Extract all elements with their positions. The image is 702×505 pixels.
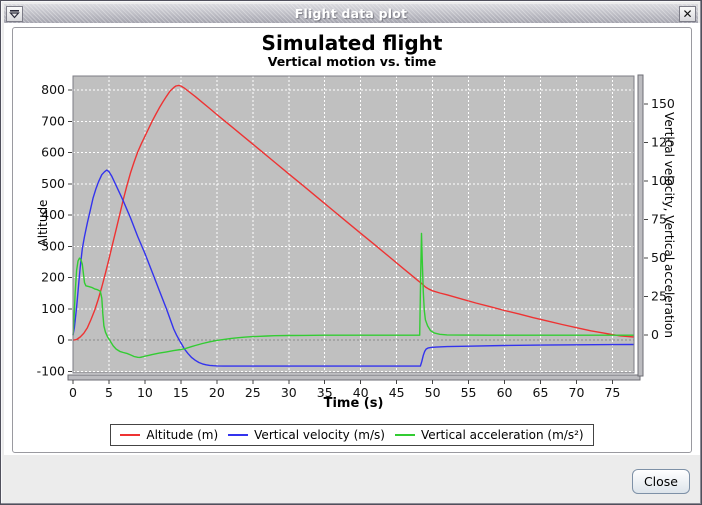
svg-text:30: 30 [281, 385, 297, 400]
svg-text:75: 75 [604, 385, 620, 400]
x-axis-label: Time (s) [323, 396, 384, 411]
legend-item-velocity: Vertical velocity (m/s) [228, 428, 385, 442]
title-bar[interactable]: Flight data plot ✕ [4, 4, 698, 24]
svg-text:35: 35 [317, 385, 333, 400]
legend-box: Altitude (m) Vertical velocity (m/s) Ver… [110, 424, 594, 446]
svg-text:100: 100 [41, 301, 65, 316]
legend-item-altitude: Altitude (m) [120, 428, 218, 442]
svg-text:0: 0 [651, 327, 659, 342]
svg-text:200: 200 [41, 270, 65, 285]
svg-text:55: 55 [461, 385, 477, 400]
chart-subtitle: Vertical motion vs. time [267, 54, 437, 69]
window-title: Flight data plot [294, 6, 408, 21]
y-axis-label-left: Altitude [36, 199, 50, 247]
svg-text:25: 25 [651, 289, 667, 304]
svg-text:50: 50 [425, 385, 441, 400]
svg-text:800: 800 [41, 82, 65, 97]
svg-text:125: 125 [651, 134, 675, 149]
svg-text:75: 75 [651, 211, 667, 226]
bottom-bar: Close [4, 455, 700, 503]
svg-text:25: 25 [245, 385, 261, 400]
chart-title: Simulated flight [261, 31, 443, 55]
series-line-2 [72, 232, 634, 359]
svg-text:0: 0 [69, 385, 77, 400]
system-menu-button[interactable] [6, 5, 23, 22]
legend-line-velocity-icon [228, 434, 249, 436]
svg-text:70: 70 [569, 385, 585, 400]
legend-label-altitude: Altitude (m) [146, 428, 219, 442]
svg-text:65: 65 [533, 385, 549, 400]
series-line-0 [72, 84, 635, 341]
svg-text:15: 15 [173, 385, 189, 400]
svg-text:45: 45 [389, 385, 405, 400]
svg-text:600: 600 [41, 145, 65, 160]
close-button[interactable]: Close [631, 469, 690, 494]
content-pane: Simulated flight Vertical motion vs. tim… [4, 23, 700, 503]
svg-text:150: 150 [651, 96, 675, 111]
svg-text:60: 60 [497, 385, 513, 400]
svg-text:700: 700 [41, 113, 65, 128]
plot-svg: 0 5 10 15 20 25 30 35 40 45 50 55 60 65 70 75 -100 0 100 20… [37, 74, 675, 400]
chart-panel: Simulated flight Vertical motion vs. tim… [4, 23, 700, 455]
legend-item-acceleration: Vertical acceleration (m/s²) [394, 428, 584, 442]
plot-area [73, 76, 634, 373]
svg-text:10: 10 [137, 385, 153, 400]
svg-text:-100: -100 [37, 363, 65, 378]
legend-label-acceleration: Vertical acceleration (m/s²) [420, 428, 584, 442]
svg-text:40: 40 [353, 385, 369, 400]
svg-text:50: 50 [651, 250, 667, 265]
system-menu-icon [9, 10, 20, 19]
svg-text:500: 500 [41, 176, 65, 191]
close-x-icon: ✕ [682, 6, 693, 21]
svg-text:300: 300 [41, 238, 65, 253]
legend-line-altitude-icon [120, 434, 141, 436]
svg-text:0: 0 [57, 332, 65, 347]
y-axis-label-right: Vertical velocity, Vertical acceleration [662, 112, 676, 338]
svg-text:5: 5 [105, 385, 113, 400]
legend: Altitude (m) Vertical velocity (m/s) Ver… [4, 424, 700, 446]
svg-text:100: 100 [651, 173, 675, 188]
close-window-button[interactable]: ✕ [679, 5, 696, 22]
legend-label-velocity: Vertical velocity (m/s) [254, 428, 385, 442]
svg-text:400: 400 [41, 207, 65, 222]
series-line-1 [72, 169, 635, 367]
svg-text:20: 20 [209, 385, 225, 400]
legend-line-acceleration-icon [394, 434, 415, 436]
chart-outline [12, 27, 692, 453]
